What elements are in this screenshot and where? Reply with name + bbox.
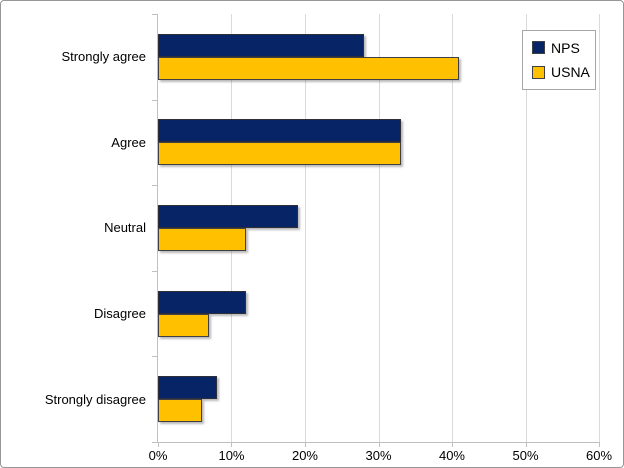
bar-rows <box>158 14 599 442</box>
category-row <box>158 356 599 442</box>
y-axis-tick <box>152 270 158 272</box>
x-axis-tick <box>231 442 233 447</box>
y-axis-tick <box>152 14 158 15</box>
legend: NPS USNA <box>522 30 596 90</box>
category-label: Strongly agree <box>61 49 146 65</box>
category-row <box>158 100 599 186</box>
bar-usna <box>158 142 401 166</box>
x-axis-tick <box>304 442 306 447</box>
plot-area: 0% 10% 20% 30% 40% 50% 60% <box>149 14 612 463</box>
legend-item-usna: USNA <box>532 64 595 80</box>
x-axis-tick <box>599 442 600 447</box>
legend-swatch-usna <box>532 65 545 79</box>
gridline <box>304 14 306 442</box>
x-axis-tick <box>158 442 159 447</box>
legend-item-nps: NPS <box>532 40 595 56</box>
category-row <box>158 271 599 357</box>
x-axis-label: 30% <box>365 448 392 463</box>
x-axis-label: 60% <box>585 448 613 463</box>
x-axis-label: 10% <box>218 448 245 463</box>
bar-nps <box>158 119 401 143</box>
x-axis-tick <box>451 442 453 447</box>
category-label: Neutral <box>104 220 146 236</box>
x-axis-tick <box>378 442 380 447</box>
x-axis-tick <box>525 442 527 447</box>
legend-swatch-nps <box>532 41 545 55</box>
gridline <box>599 14 600 442</box>
category-row <box>158 14 599 100</box>
category-row <box>158 185 599 271</box>
x-axis-label: 40% <box>438 448 465 463</box>
bar-usna <box>158 56 460 80</box>
x-axis-label: 0% <box>148 448 168 463</box>
bar-nps <box>158 33 364 57</box>
x-axis-label: 20% <box>291 448 318 463</box>
y-axis-tick <box>152 442 158 443</box>
x-axis-label: 50% <box>512 448 539 463</box>
gridline <box>525 14 527 442</box>
bar-nps <box>158 290 247 314</box>
y-axis-tick <box>152 185 158 187</box>
y-axis-tick <box>152 99 158 101</box>
bar-nps <box>158 204 298 228</box>
gridline <box>451 14 453 442</box>
legend-label: NPS <box>551 39 580 56</box>
gridline <box>378 14 380 442</box>
y-axis-tick <box>152 356 158 358</box>
bar-usna <box>158 313 210 337</box>
category-label: Agree <box>111 134 146 150</box>
category-label: Strongly disagree <box>44 391 146 407</box>
bar-nps <box>158 376 217 400</box>
bar-usna <box>158 227 247 251</box>
category-axis: Strongly agree Agree Neutral Disagree Strong… <box>1 14 146 442</box>
legend-label: USNA <box>551 64 590 81</box>
bar-usna <box>158 399 203 423</box>
category-label: Disagree <box>93 306 146 322</box>
